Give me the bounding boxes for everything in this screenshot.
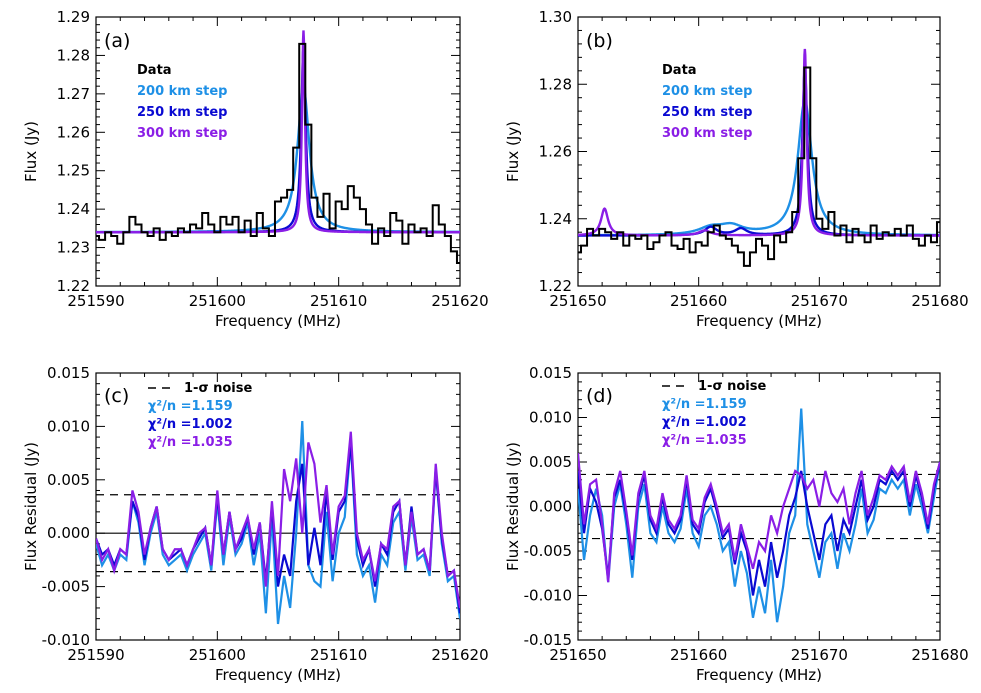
legend-item: Data (662, 63, 697, 78)
x-tick-label: 251650 (549, 646, 606, 664)
y-tick-label: -0.015 (524, 631, 572, 649)
x-axis-title: Frequency (MHz) (696, 666, 822, 684)
y-tick-label: 1.26 (57, 123, 90, 141)
x-tick-label: 251670 (791, 292, 848, 310)
x-tick-label: 251620 (431, 292, 488, 310)
legend-item: χ²/n =1.159 (662, 397, 747, 412)
plot-frame (577, 16, 941, 287)
plot-area (96, 421, 460, 625)
y-tick-label: 0.000 (47, 524, 90, 542)
model-line-s200 (578, 99, 940, 237)
legend: Data 200 km step 250 km step 300 km step (662, 63, 752, 141)
plot-frame (95, 16, 461, 287)
y-tick-label: 1.22 (57, 277, 90, 295)
x-tick-label: 251670 (791, 646, 848, 664)
x-tick-label: 251660 (670, 292, 727, 310)
panel-label: (b) (586, 30, 613, 52)
panel-a: 251590 251600 251610 251620 1.22 1.23 1.24 1.25… (22, 8, 489, 330)
legend-item: 200 km step (137, 84, 227, 99)
model-line-s300 (578, 48, 940, 237)
y-tick-label: 1.22 (539, 277, 572, 295)
y-axis-title: Flux Residual (Jy) (22, 442, 40, 571)
y-tick-label: -0.010 (524, 587, 572, 605)
plot-area (578, 48, 940, 267)
y-tick-label: 1.28 (539, 75, 572, 93)
legend-item: χ²/n =1.002 (148, 417, 233, 432)
y-tick-label: 1.24 (539, 210, 572, 228)
legend-item: 1-σ noise (698, 379, 766, 394)
residual-line-s300 (578, 453, 940, 583)
plot-frame (95, 372, 461, 641)
x-tick-label: 251590 (67, 646, 124, 664)
x-tick-label: 251680 (911, 292, 968, 310)
residual-line-s200 (96, 421, 460, 625)
legend-item: 300 km step (662, 126, 752, 141)
plot-area (96, 30, 460, 264)
y-tick-label: 1.29 (57, 8, 90, 26)
legend-item: 1-σ noise (184, 381, 252, 396)
x-tick-label: 251600 (189, 292, 246, 310)
x-tick-label: 251660 (670, 646, 727, 664)
x-tick-label: 251590 (67, 292, 124, 310)
plot-area (578, 408, 940, 623)
panel-label: (c) (104, 385, 129, 407)
y-tick-label: 1.28 (57, 46, 90, 64)
x-axis-title: Frequency (MHz) (215, 312, 341, 330)
legend-item: χ²/n =1.002 (662, 415, 747, 430)
y-tick-label: 1.27 (57, 85, 90, 103)
panel-d: 251650 251660 251670 251680 -0.015 -0.010 -0.0… (504, 364, 969, 684)
legend-item: χ²/n =1.035 (148, 435, 233, 450)
legend: 1-σ noise χ²/n =1.159 χ²/n =1.002 χ²/n =1.0… (148, 381, 252, 450)
y-axis-title: Flux (Jy) (504, 121, 522, 182)
residual-line-s300 (96, 431, 460, 609)
y-tick-label: 0.010 (529, 409, 572, 427)
model-line-s250 (578, 67, 940, 237)
y-axis-title: Flux Residual (Jy) (504, 442, 522, 571)
y-tick-label: 1.24 (57, 200, 90, 218)
y-tick-label: 1.25 (57, 162, 90, 180)
x-axis-title: Frequency (MHz) (696, 312, 822, 330)
x-tick-label: 251650 (549, 292, 606, 310)
y-tick-label: 0.015 (47, 364, 90, 382)
x-tick-label: 251610 (310, 292, 367, 310)
legend-item: χ²/n =1.159 (148, 399, 233, 414)
y-tick-label: -0.005 (524, 542, 572, 560)
legend-item: 250 km step (662, 105, 752, 120)
model-line-s300 (96, 30, 460, 234)
panel-b: 251650 251660 251670 251680 1.22 1.24 1.26 1.28… (504, 8, 969, 330)
legend-item: Data (137, 63, 172, 78)
x-tick-label: 251610 (310, 646, 367, 664)
panel-c: 251590 251600 251610 251620 -0.010 -0.005 0.00… (22, 364, 489, 684)
y-tick-label: 0.000 (529, 498, 572, 516)
data-histogram (578, 66, 940, 267)
legend-item: χ²/n =1.035 (662, 433, 747, 448)
legend: Data 200 km step 250 km step 300 km step (137, 63, 227, 141)
residual-line-s200 (578, 408, 940, 623)
legend-item: 200 km step (662, 84, 752, 99)
y-tick-label: -0.010 (42, 631, 90, 649)
x-tick-label: 251600 (189, 646, 246, 664)
panel-label: (a) (104, 30, 130, 52)
legend-item: 300 km step (137, 126, 227, 141)
data-histogram (96, 42, 460, 264)
y-tick-label: 1.26 (539, 143, 572, 161)
legend: 1-σ noise χ²/n =1.159 χ²/n =1.002 χ²/n =1.0… (662, 379, 766, 448)
y-tick-label: -0.005 (42, 578, 90, 596)
y-tick-label: 0.015 (529, 364, 572, 382)
x-tick-label: 251680 (911, 646, 968, 664)
legend-item: 250 km step (137, 105, 227, 120)
y-tick-label: 1.30 (539, 8, 572, 26)
x-axis-title: Frequency (MHz) (215, 666, 341, 684)
y-tick-label: 0.005 (47, 471, 90, 489)
y-axis-title: Flux (Jy) (22, 121, 40, 182)
x-tick-label: 251620 (431, 646, 488, 664)
y-tick-label: 0.005 (529, 453, 572, 471)
panel-label: (d) (586, 385, 613, 407)
y-tick-label: 0.010 (47, 417, 90, 435)
y-tick-label: 1.23 (57, 239, 90, 257)
